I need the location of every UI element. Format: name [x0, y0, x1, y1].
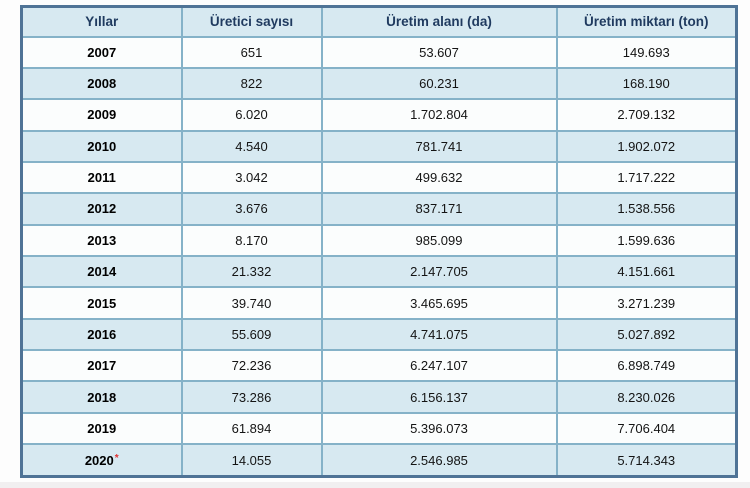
area-cell: 3.465.695 — [320, 286, 558, 320]
area-cell: 2.546.985 — [320, 443, 558, 478]
year-cell: 2016 — [20, 317, 183, 352]
year-label: 2014 — [87, 264, 117, 280]
table-body: 2007 651 53.607 149.693 2008 822 60.231 168.190… — [20, 35, 738, 478]
table-row: 2011 3.042 499.632 1.717.222 — [20, 160, 738, 195]
amount-cell: 8.230.026 — [555, 380, 738, 414]
year-label: 2016 — [87, 326, 117, 342]
amount-cell: 168.190 — [555, 66, 738, 101]
year-label: 2008 — [87, 76, 117, 92]
year-label: 2019 — [87, 420, 117, 436]
table-row: 2009 6.020 1.702.804 2.709.132 — [20, 98, 738, 132]
table-row: 2014 21.332 2.147.705 4.151.661 — [20, 255, 738, 289]
table-row: 2019 61.894 5.396.073 7.706.404 — [20, 411, 738, 446]
area-cell: 499.632 — [320, 160, 558, 195]
area-cell: 60.231 — [320, 66, 558, 101]
producers-cell: 651 — [180, 35, 323, 69]
table-row: 2010 4.540 781.741 1.902.072 — [20, 129, 738, 163]
year-cell: 2011 — [20, 160, 183, 195]
producers-cell: 73.286 — [180, 380, 323, 414]
area-cell: 4.741.075 — [320, 317, 558, 352]
year-cell: 2017 — [20, 349, 183, 383]
producers-cell: 55.609 — [180, 317, 323, 352]
producers-cell: 6.020 — [180, 98, 323, 132]
table-row: 2018 73.286 6.156.137 8.230.026 — [20, 380, 738, 414]
producers-cell: 3.042 — [180, 160, 323, 195]
amount-cell: 2.709.132 — [555, 98, 738, 132]
table-row: 2012 3.676 837.171 1.538.556 — [20, 192, 738, 226]
year-cell: 2018 — [20, 380, 183, 414]
year-label: 2009 — [87, 107, 117, 123]
year-cell: 2013 — [20, 223, 183, 258]
amount-cell: 1.538.556 — [555, 192, 738, 226]
year-label: 2020 — [84, 452, 114, 468]
footnote-asterisk: * — [114, 452, 119, 464]
col-header-years: Yıllar — [20, 5, 183, 38]
production-table: Yıllar Üretici sayısı Üretim alanı (da) … — [20, 5, 738, 478]
table-row: 2013 8.170 985.099 1.599.636 — [20, 223, 738, 258]
producers-cell: 3.676 — [180, 192, 323, 226]
year-label: 2015 — [87, 295, 117, 311]
table-row: 2015 39.740 3.465.695 3.271.239 — [20, 286, 738, 320]
producers-cell: 61.894 — [180, 411, 323, 446]
area-cell: 6.156.137 — [320, 380, 558, 414]
amount-cell: 1.902.072 — [555, 129, 738, 163]
producers-cell: 8.170 — [180, 223, 323, 258]
col-header-area: Üretim alanı (da) — [320, 5, 558, 38]
producers-cell: 72.236 — [180, 349, 323, 383]
amount-cell: 1.599.636 — [555, 223, 738, 258]
table-row: 2016 55.609 4.741.075 5.027.892 — [20, 317, 738, 352]
table-row: 2020* 14.055 2.546.985 5.714.343 — [20, 443, 738, 478]
producers-cell: 21.332 — [180, 255, 323, 289]
table-row: 2007 651 53.607 149.693 — [20, 35, 738, 69]
year-cell: 2014 — [20, 255, 183, 289]
page-bottom-strip — [0, 482, 750, 488]
year-label: 2017 — [87, 358, 117, 374]
year-cell: 2010 — [20, 129, 183, 163]
year-cell: 2009 — [20, 98, 183, 132]
year-label: 2011 — [87, 170, 116, 186]
amount-cell: 1.717.222 — [555, 160, 738, 195]
table-row: 2017 72.236 6.247.107 6.898.749 — [20, 349, 738, 383]
year-cell: 2015 — [20, 286, 183, 320]
col-header-amount: Üretim miktarı (ton) — [555, 5, 738, 38]
amount-cell: 3.271.239 — [555, 286, 738, 320]
area-cell: 985.099 — [320, 223, 558, 258]
table-row: 2008 822 60.231 168.190 — [20, 66, 738, 101]
producers-cell: 4.540 — [180, 129, 323, 163]
producers-cell: 39.740 — [180, 286, 323, 320]
amount-cell: 5.027.892 — [555, 317, 738, 352]
year-cell: 2019 — [20, 411, 183, 446]
col-header-producers: Üretici sayısı — [180, 5, 323, 38]
year-label: 2007 — [87, 44, 117, 60]
header-row: Yıllar Üretici sayısı Üretim alanı (da) … — [20, 5, 738, 38]
area-cell: 2.147.705 — [320, 255, 558, 289]
year-cell: 2012 — [20, 192, 183, 226]
year-label: 2012 — [87, 201, 117, 217]
amount-cell: 4.151.661 — [555, 255, 738, 289]
area-cell: 6.247.107 — [320, 349, 558, 383]
area-cell: 1.702.804 — [320, 98, 558, 132]
table-header: Yıllar Üretici sayısı Üretim alanı (da) … — [20, 5, 738, 38]
year-cell: 2020* — [20, 443, 183, 478]
year-cell: 2007 — [20, 35, 183, 69]
year-cell: 2008 — [20, 66, 183, 101]
amount-cell: 5.714.343 — [555, 443, 738, 478]
amount-cell: 149.693 — [555, 35, 738, 69]
area-cell: 837.171 — [320, 192, 558, 226]
area-cell: 53.607 — [320, 35, 558, 69]
area-cell: 5.396.073 — [320, 411, 558, 446]
producers-cell: 14.055 — [180, 443, 323, 478]
year-label: 2013 — [87, 232, 117, 248]
area-cell: 781.741 — [320, 129, 558, 163]
amount-cell: 6.898.749 — [555, 349, 738, 383]
year-label: 2010 — [87, 138, 117, 154]
amount-cell: 7.706.404 — [555, 411, 738, 446]
producers-cell: 822 — [180, 66, 323, 101]
year-label: 2018 — [87, 389, 117, 405]
